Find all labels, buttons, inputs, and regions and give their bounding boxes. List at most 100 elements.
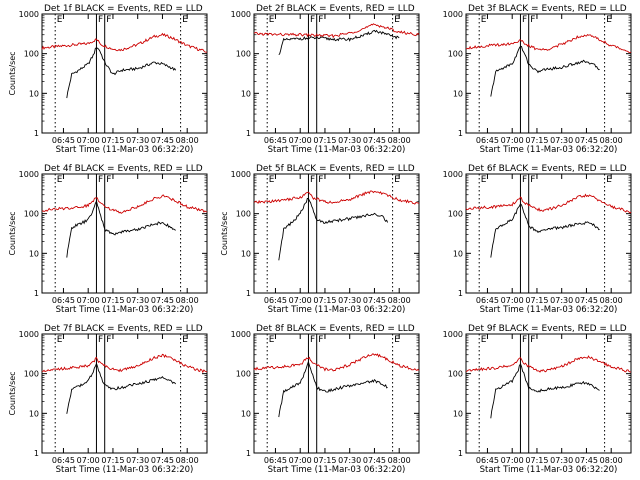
x-tick-label: 07:30 xyxy=(338,136,361,145)
plot-title: Det 3f BLACK = Events, RED = LLD xyxy=(468,4,627,14)
y-axis-label: Counts/sec xyxy=(8,371,17,415)
marker-label: F xyxy=(98,15,103,25)
marker-label: F xyxy=(106,15,111,25)
plot-title: Det 9f BLACK = Events, RED = LLD xyxy=(468,324,627,334)
plot-panel: Det 1f BLACK = Events, RED = LLD 1 10 100 10… xyxy=(8,4,208,155)
x-tick-label: 08:00 xyxy=(600,136,623,145)
x-tick-label: 07:45 xyxy=(151,136,174,145)
x-axis-label: Start Time (11-Mar-03 06:32:20) xyxy=(268,305,406,315)
y-tick-label: 100 xyxy=(448,370,463,379)
y-tick-label: 1000 xyxy=(443,330,463,339)
marker-label: E xyxy=(269,15,275,25)
x-tick-label: 07:30 xyxy=(126,136,149,145)
x-tick-label: 07:45 xyxy=(363,296,386,305)
plot-panel: Det 7f BLACK = Events, RED = LLD 1 10 100 10… xyxy=(8,324,208,475)
plot-panel: Det 9f BLACK = Events, RED = LLD 1 10 100 10… xyxy=(443,324,632,475)
y-tick-label: 1 xyxy=(246,449,251,458)
y-tick-label: 1 xyxy=(458,129,463,138)
plot-panel: Det 2f BLACK = Events, RED = LLD 1 10 100 10… xyxy=(231,4,420,155)
marker-label: F xyxy=(106,175,111,185)
x-tick-label: 06:45 xyxy=(52,136,75,145)
y-tick-label: 10 xyxy=(241,249,251,258)
marker-label: F xyxy=(106,335,111,345)
y-tick-label: 1000 xyxy=(19,10,39,19)
x-axis-label: Start Time (11-Mar-03 06:32:20) xyxy=(56,305,194,315)
y-tick-label: 10 xyxy=(29,249,39,258)
events-series-line xyxy=(278,29,400,56)
marker-label: E xyxy=(269,175,275,185)
plot-frame xyxy=(253,173,420,294)
x-axis-label: Start Time (11-Mar-03 06:32:20) xyxy=(56,465,194,475)
lld-series-line xyxy=(465,34,632,54)
x-tick-label: 07:00 xyxy=(77,456,100,465)
lld-series-line xyxy=(253,23,420,39)
lld-series-line xyxy=(41,32,208,53)
x-tick-label: 07:00 xyxy=(289,136,312,145)
x-tick-label: 08:00 xyxy=(176,296,199,305)
y-tick-label: 10 xyxy=(453,249,463,258)
x-tick-label: 08:00 xyxy=(600,456,623,465)
y-tick-label: 1 xyxy=(34,449,39,458)
marker-label: E xyxy=(606,15,612,25)
x-tick-label: 07:30 xyxy=(550,296,573,305)
x-tick-label: 07:30 xyxy=(338,456,361,465)
x-tick-label: 07:45 xyxy=(575,296,598,305)
x-axis-label: Start Time (11-Mar-03 06:32:20) xyxy=(480,305,618,315)
marker-label: E xyxy=(481,175,487,185)
y-tick-label: 100 xyxy=(236,50,251,59)
plot-frame xyxy=(465,173,632,294)
x-tick-label: 08:00 xyxy=(388,136,411,145)
y-tick-label: 1 xyxy=(246,129,251,138)
y-tick-label: 1000 xyxy=(231,10,251,19)
marker-label: F xyxy=(310,335,315,345)
x-tick-label: 07:00 xyxy=(501,136,524,145)
x-tick-label: 07:00 xyxy=(289,296,312,305)
x-tick-label: 08:00 xyxy=(600,296,623,305)
marker-label: F xyxy=(318,175,323,185)
plot-panel: Det 5f BLACK = Events, RED = LLD 1 10 100 10… xyxy=(220,164,420,315)
events-series-line xyxy=(66,199,176,258)
x-tick-label: 08:00 xyxy=(388,456,411,465)
marker-label: F xyxy=(522,175,527,185)
x-tick-label: 07:45 xyxy=(575,136,598,145)
x-tick-label: 06:45 xyxy=(476,296,499,305)
x-tick-label: 06:45 xyxy=(476,456,499,465)
x-tick-label: 07:30 xyxy=(126,296,149,305)
x-axis-label: Start Time (11-Mar-03 06:32:20) xyxy=(268,145,406,155)
lld-series-line xyxy=(41,353,208,374)
x-axis-label: Start Time (11-Mar-03 06:32:20) xyxy=(56,145,194,155)
y-tick-label: 1000 xyxy=(443,170,463,179)
y-tick-label: 10 xyxy=(453,409,463,418)
marker-label: E xyxy=(182,15,188,25)
marker-label: F xyxy=(98,335,103,345)
marker-label: E xyxy=(182,335,188,345)
x-axis-label: Start Time (11-Mar-03 06:32:20) xyxy=(480,465,618,475)
x-tick-label: 07:00 xyxy=(501,296,524,305)
plot-panel: Det 4f BLACK = Events, RED = LLD 1 10 100 10… xyxy=(8,164,208,315)
y-tick-label: 10 xyxy=(29,89,39,98)
x-tick-label: 07:15 xyxy=(525,296,548,305)
plot-frame xyxy=(41,13,208,134)
x-tick-label: 07:15 xyxy=(101,456,124,465)
marker-label: F xyxy=(522,15,527,25)
marker-label: F xyxy=(318,335,323,345)
x-tick-label: 07:30 xyxy=(550,456,573,465)
y-tick-label: 10 xyxy=(29,409,39,418)
x-tick-label: 07:00 xyxy=(77,296,100,305)
y-axis-label: Counts/sec xyxy=(220,211,229,255)
x-tick-label: 07:00 xyxy=(501,456,524,465)
plot-frame xyxy=(253,333,420,454)
y-tick-label: 1 xyxy=(34,289,39,298)
marker-label: F xyxy=(530,175,535,185)
marker-label: E xyxy=(606,335,612,345)
plot-title: Det 2f BLACK = Events, RED = LLD xyxy=(256,4,415,14)
plot-frame xyxy=(253,13,420,134)
y-tick-label: 100 xyxy=(24,50,39,59)
x-tick-label: 07:15 xyxy=(101,136,124,145)
y-tick-label: 1000 xyxy=(443,10,463,19)
plot-frame xyxy=(465,333,632,454)
lld-series-line xyxy=(465,355,632,373)
x-tick-label: 07:15 xyxy=(525,456,548,465)
y-tick-label: 1 xyxy=(246,289,251,298)
